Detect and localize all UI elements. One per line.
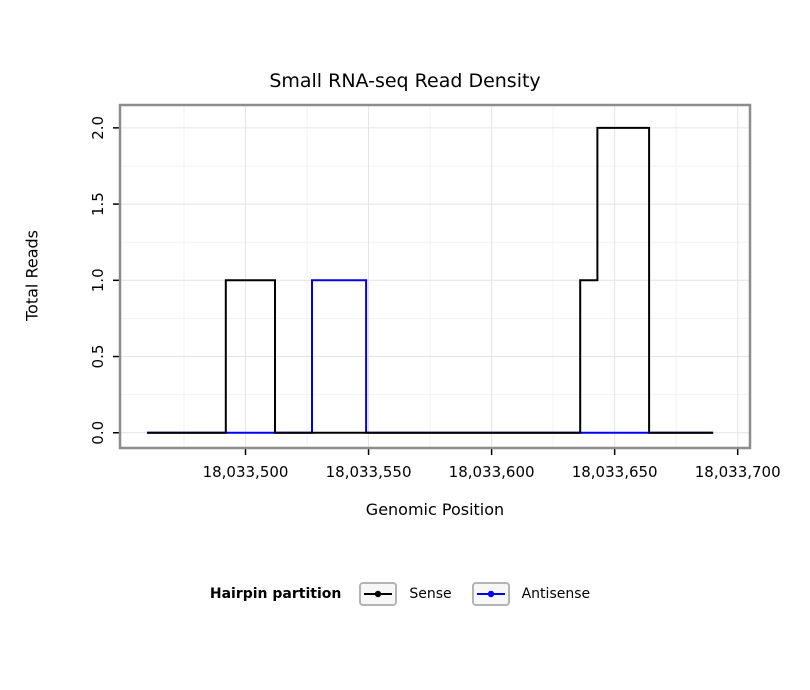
y-tick-label: 0.0 [89,421,107,445]
axis-ticks [113,127,739,455]
chart-svg: 18,033,500 18,033,550 18,033,600 18,033,650… [89,103,781,481]
grid-minor [120,105,750,448]
x-tick-label: 18,033,550 [326,463,412,481]
x-axis-title: Genomic Position [365,500,505,519]
x-tick-label: 18,033,600 [449,463,535,481]
series-lines [147,126,714,434]
y-tick-label: 1.0 [89,268,107,292]
panel-border [118,103,752,450]
legend-label-sense: Sense [409,586,452,602]
sense-line-glyph-icon [364,590,393,598]
legend-title: Hairpin partition [209,586,342,602]
x-tick-label: 18,033,700 [695,463,781,481]
legend-key-sense [359,582,398,606]
tick-labels: 18,033,500 18,033,550 18,033,600 18,033,650… [89,116,781,481]
x-tick-label: 18,033,650 [572,463,658,481]
antisense-line-glyph-icon [476,590,505,598]
legend-key-antisense [471,582,510,606]
y-tick-label: 0.5 [89,345,107,369]
grid-major [120,105,750,448]
chart-title: Small RNA-seq Read Density [269,70,541,92]
x-tick-label: 18,033,500 [203,463,289,481]
legend-label-antisense: Antisense [521,586,591,602]
y-axis-title: Total Reads [22,230,42,321]
y-tick-label: 1.5 [89,192,107,216]
series-sense [147,126,714,434]
legend: Hairpin partition Sense Antisense [0,582,810,606]
y-tick-label: 2.0 [89,116,107,140]
